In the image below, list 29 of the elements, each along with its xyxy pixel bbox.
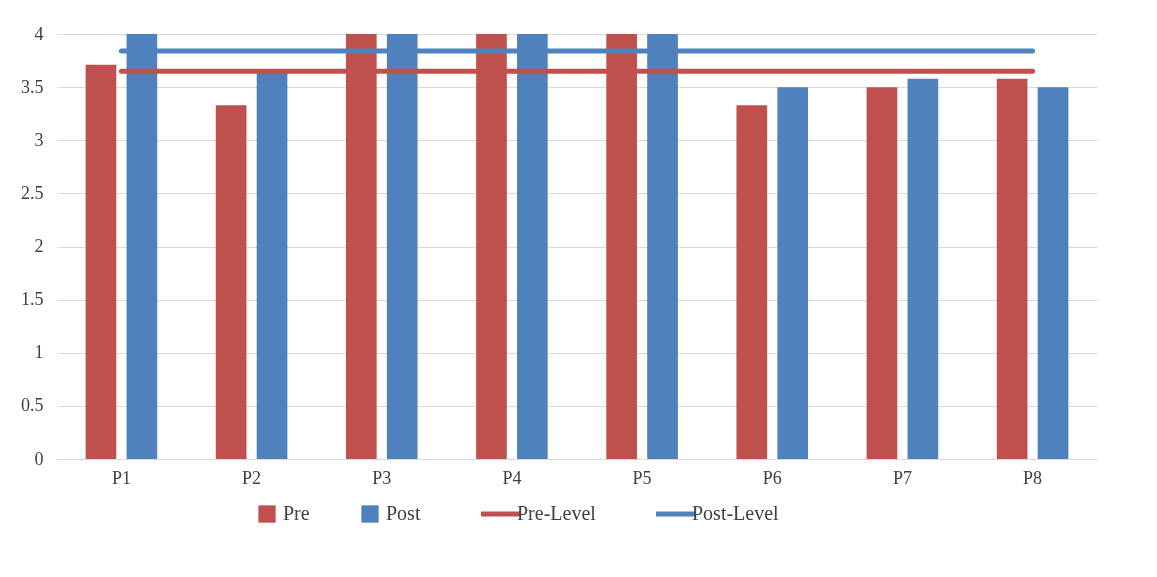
y-tick-label: 2.5 [21, 182, 44, 203]
y-tick-label: 3.5 [21, 76, 44, 97]
y-tick-label: 1.5 [21, 289, 44, 310]
x-tick-label: P7 [892, 467, 912, 488]
legend-label: Pre [283, 502, 310, 524]
x-tick-label: P3 [372, 467, 392, 488]
y-tick-label: 4 [34, 23, 44, 44]
legend-label: Post-Level [692, 502, 780, 524]
bar [736, 105, 768, 459]
x-tick-label: P8 [1023, 467, 1043, 488]
bar [907, 78, 939, 459]
y-tick-label: 2 [34, 236, 44, 256]
legend-label: Pre-Level [517, 502, 597, 524]
y-tick-label: 0.5 [21, 395, 44, 416]
legend-label: Post [386, 502, 421, 524]
bar [215, 105, 247, 459]
x-tick-label: P6 [762, 467, 782, 488]
bar [996, 78, 1028, 459]
x-tick-label: P1 [111, 467, 131, 488]
y-tick-label: 0 [34, 448, 44, 469]
x-tick-label: P2 [242, 467, 262, 488]
bar [866, 87, 898, 459]
bar [777, 87, 809, 459]
bar [85, 64, 117, 459]
x-tick-label: P5 [632, 467, 652, 488]
y-tick-label: 1 [34, 342, 44, 363]
y-tick-label: 3 [34, 129, 44, 150]
bar [1037, 87, 1069, 459]
x-tick-label: P4 [502, 467, 522, 488]
